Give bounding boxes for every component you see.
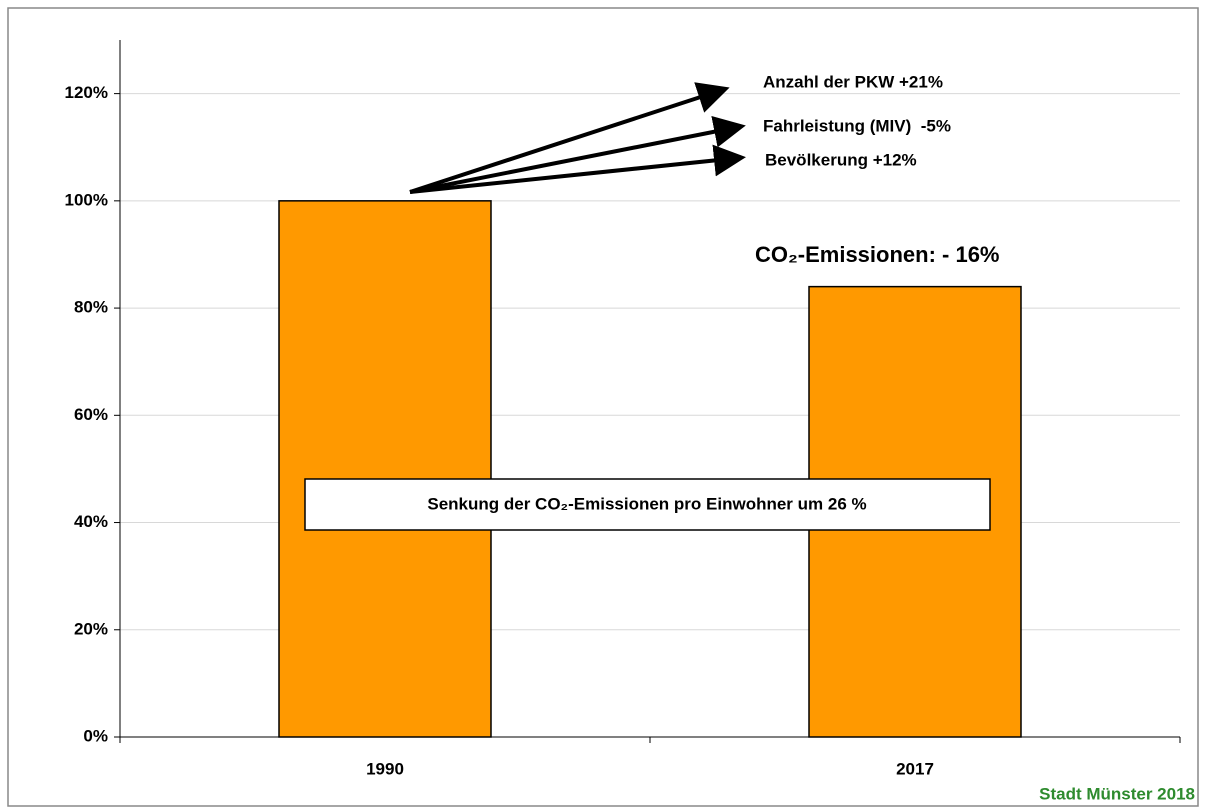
y-tick-label: 80%: [74, 298, 108, 317]
annotation: Bevölkerung +12%: [765, 150, 917, 169]
annotation-box: [304, 478, 991, 531]
annotation: Senkung der CO₂-Emissionen pro Einwohner…: [427, 494, 866, 513]
arrow: [409, 144, 746, 194]
y-tick-label: 100%: [65, 190, 108, 209]
annotation: Anzahl der PKW +21%: [763, 72, 943, 91]
y-tick-label: 0%: [83, 726, 108, 745]
arrow: [409, 115, 746, 194]
frame: [7, 7, 1199, 807]
arrow: [409, 82, 730, 194]
x-tick-label: 1990: [366, 759, 404, 778]
y-tick-label: 20%: [74, 619, 108, 638]
bar: [278, 200, 492, 738]
source: Stadt Münster 2018: [1039, 784, 1195, 803]
annotation: CO₂-Emissionen: - 16%: [755, 242, 1000, 267]
annotation: Fahrleistung (MIV) -5%: [763, 116, 951, 135]
y-tick-label: 40%: [74, 512, 108, 531]
x-tick-label: 2017: [896, 759, 934, 778]
y-tick-label: 120%: [65, 83, 108, 102]
y-tick-label: 60%: [74, 405, 108, 424]
